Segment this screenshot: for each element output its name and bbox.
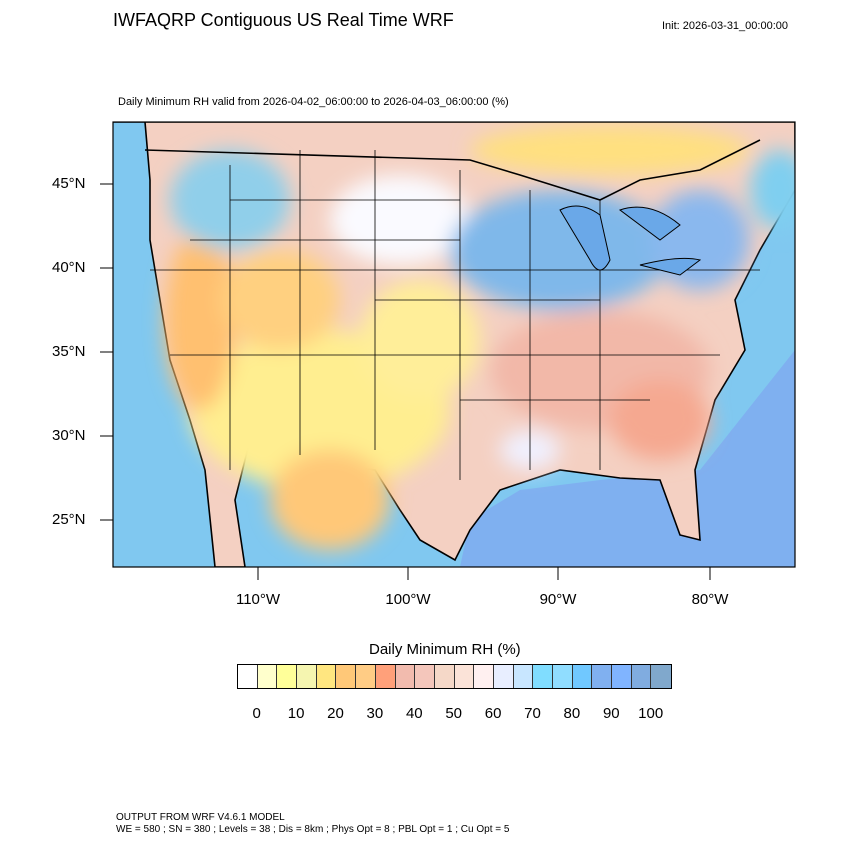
lat-label: 45°N (52, 175, 86, 192)
colorbar-label: 90 (602, 705, 620, 722)
footer-config: WE = 580 ; SN = 380 ; Levels = 38 ; Dis … (116, 824, 510, 835)
colorbar-swatch (651, 665, 672, 688)
footer-model: OUTPUT FROM WRF V4.6.1 MODEL (116, 812, 285, 823)
great-lakes (559, 205, 702, 276)
colorbar-swatch (336, 665, 357, 688)
colorbar-label: 80 (563, 705, 581, 722)
lon-label: 100°W (385, 591, 431, 608)
lat-label: 35°N (52, 343, 86, 360)
colorbar-swatch (553, 665, 573, 688)
lon-label: 90°W (539, 591, 577, 608)
tick-marks (100, 183, 711, 580)
colorbar-swatch (415, 665, 435, 688)
colorbar-title: Daily Minimum RH (%) (369, 641, 521, 658)
colorbar-swatch (631, 665, 652, 688)
colorbar (237, 664, 673, 689)
colorbar-swatch (434, 665, 455, 688)
lat-label: 30°N (52, 427, 86, 444)
colorbar-swatch (513, 665, 534, 688)
plot-title: IWFAQRP Contiguous US Real Time WRF (113, 10, 454, 30)
colorbar-swatch (257, 665, 278, 688)
colorbar-label: 0 (252, 705, 261, 722)
init-time: Init: 2026-03-31_00:00:00 (662, 20, 788, 32)
canada-border (144, 139, 761, 201)
colorbar-swatch (277, 665, 298, 688)
gulf-atlantic-deep (460, 350, 795, 567)
colorbar-swatch (533, 665, 553, 688)
colorbar-swatch (454, 665, 475, 688)
colorbar-swatch (356, 665, 376, 688)
colorbar-label: 100 (638, 705, 664, 722)
map-frame (112, 121, 796, 568)
colorbar-swatch (474, 665, 494, 688)
colorbar-label: 50 (445, 705, 463, 722)
lat-label: 40°N (52, 259, 86, 276)
colorbar-swatch (238, 665, 258, 688)
colorbar-swatch (375, 665, 396, 688)
lat-label: 25°N (52, 511, 86, 528)
lon-label: 80°W (691, 591, 729, 608)
colorbar-label: 70 (524, 705, 541, 722)
colorbar-label: 60 (484, 705, 502, 722)
colorbar-swatch (572, 665, 593, 688)
plot-subtitle: Daily Minimum RH valid from 2026-04-02_0… (118, 96, 509, 108)
colorbar-label: 20 (327, 705, 344, 722)
colorbar-swatch (612, 665, 632, 688)
colorbar-swatch (297, 665, 317, 688)
colorbar-swatch (316, 665, 337, 688)
colorbar-swatch (493, 665, 514, 688)
colorbar-swatch (592, 665, 613, 688)
colorbar-label: 30 (366, 705, 384, 722)
lon-label: 110°W (235, 591, 281, 608)
colorbar-swatch (395, 665, 416, 688)
colorbar-label: 40 (405, 705, 423, 722)
colorbar-label: 10 (287, 705, 305, 722)
state-borders (150, 150, 760, 480)
